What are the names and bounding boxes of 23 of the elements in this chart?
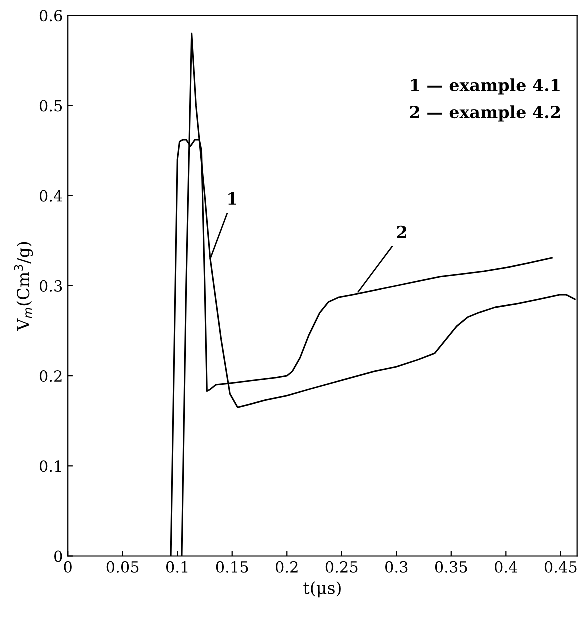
x-tick-label: 0.1 xyxy=(166,561,188,573)
y-tick-label: 0.2 xyxy=(40,370,62,382)
annotation: 1 — example 4.1 xyxy=(411,78,560,95)
x-tick-label: 0.4 xyxy=(495,561,518,573)
x-tick-label: 0.45 xyxy=(544,561,577,573)
y-tick-label: 0.6 xyxy=(40,10,62,22)
annotation: 1 xyxy=(228,192,237,205)
y-tick-label: 0 xyxy=(54,550,62,562)
x-axis-title: t(μs) xyxy=(304,581,341,598)
x-tick-label: 0.05 xyxy=(106,561,139,573)
x-tick-label: 0.25 xyxy=(326,561,358,573)
y-tick-label: 0.5 xyxy=(40,100,62,112)
y-tick-label: 0.3 xyxy=(40,280,62,292)
x-tick-label: 0 xyxy=(64,561,72,573)
y-axis-title: V$_{m}$(Cm$^{3}$/g) xyxy=(14,242,34,332)
annotation: 2 — example 4.2 xyxy=(410,106,560,122)
x-tick-label: 0.2 xyxy=(276,561,298,573)
x-tick-label: 0.35 xyxy=(435,561,468,573)
y-tick-label: 0.4 xyxy=(40,190,62,202)
annotation: 2 xyxy=(397,226,406,238)
x-tick-label: 0.15 xyxy=(216,561,248,573)
y-tick-label: 0.1 xyxy=(40,460,62,472)
x-tick-label: 0.3 xyxy=(386,561,408,573)
